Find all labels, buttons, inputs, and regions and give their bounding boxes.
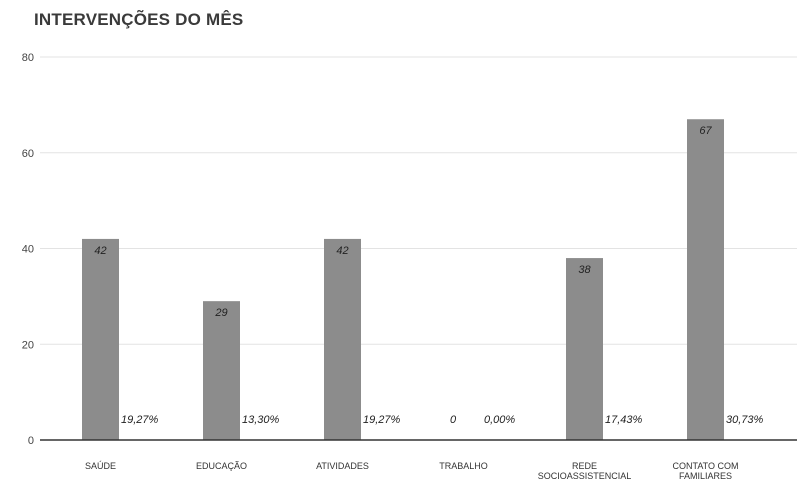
- percent-label: 19,27%: [363, 414, 401, 426]
- y-tick-label: 40: [22, 244, 34, 256]
- percent-label: 13,30%: [242, 414, 280, 426]
- x-tick-label: TRABALHO: [439, 461, 488, 471]
- bar: [687, 119, 724, 441]
- chart-title: INTERVENÇÕES DO MÊS: [34, 10, 244, 29]
- percent-label: 0,00%: [484, 414, 515, 426]
- y-tick-label: 0: [28, 435, 34, 447]
- percent-label: 19,27%: [121, 414, 159, 426]
- x-tick-label: SAÚDE: [85, 461, 116, 471]
- data-label: 67: [699, 125, 712, 137]
- x-tick-label: EDUCAÇÃO: [196, 461, 247, 471]
- y-tick-label: 20: [22, 339, 34, 351]
- bar: [203, 301, 240, 440]
- labels: 0 20 40 60 80 42 19,27% SAÚDE 29 13,30% EDUCAÇÃO 42…: [22, 52, 764, 481]
- bar: [324, 238, 361, 440]
- x-tick-label: CONTATO COM: [673, 461, 739, 471]
- bar: [566, 258, 603, 440]
- data-label: 38: [578, 264, 591, 276]
- percent-label: 17,43%: [605, 414, 643, 426]
- y-tick-label: 80: [22, 52, 34, 64]
- data-label: 42: [94, 245, 106, 257]
- percent-label: 30,73%: [726, 414, 764, 426]
- bars: [82, 119, 724, 441]
- bar: [82, 238, 119, 440]
- data-label: 0: [450, 414, 457, 426]
- gridlines: [40, 56, 797, 345]
- data-label: 29: [214, 307, 227, 319]
- x-tick-label: REDE: [572, 461, 597, 471]
- data-label: 42: [336, 245, 348, 257]
- x-tick-label: SOCIOASSISTENCIAL: [538, 471, 632, 481]
- x-tick-label: FAMILIARES: [679, 471, 732, 481]
- x-tick-label: ATIVIDADES: [316, 461, 369, 471]
- y-tick-label: 60: [22, 148, 34, 160]
